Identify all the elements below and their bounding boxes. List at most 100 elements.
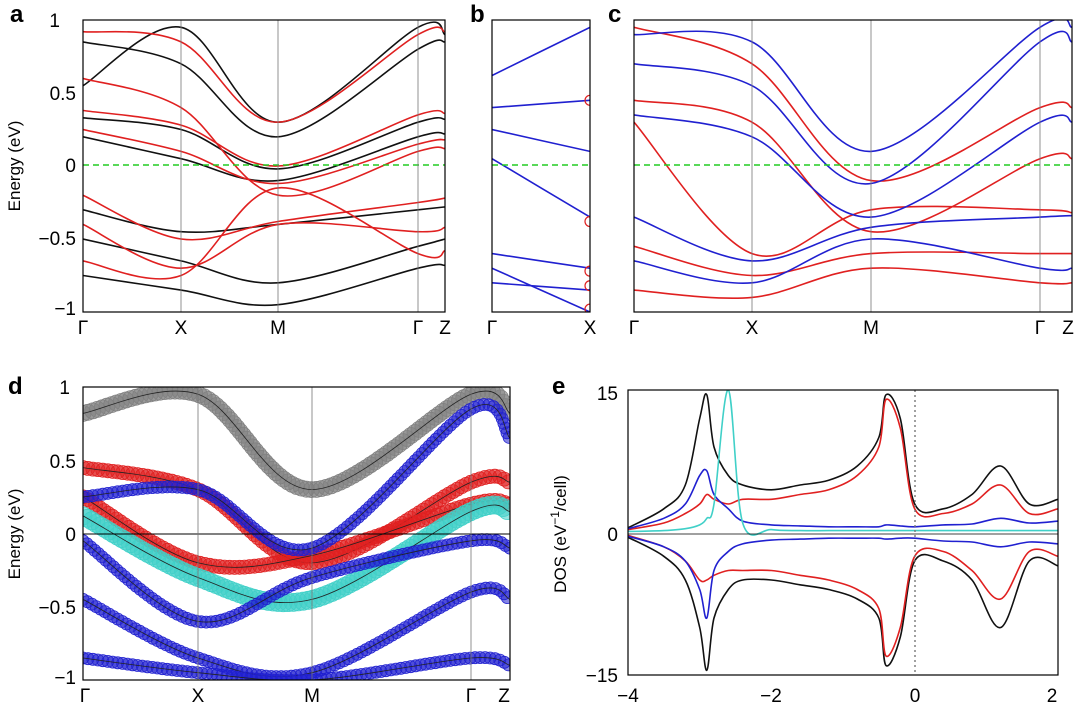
- band-line-c-blue-4: [634, 20, 1072, 153]
- ytick-e-0: 0: [607, 525, 618, 546]
- kpoint-c-gamma2: Γ: [1035, 318, 1045, 339]
- panel-c-curves: [634, 20, 1072, 299]
- xtick-e-2: 2: [1047, 686, 1058, 707]
- panel-label-c: c: [608, 1, 621, 28]
- fatband-point-blue-3-86: [502, 658, 510, 672]
- panel-a: 1 0.5 0 −0.5 −1 Energy (eV) Γ X M Γ Z: [5, 11, 451, 339]
- band-line-a-black-5: [83, 263, 445, 307]
- ytick-a-1: 1: [49, 11, 60, 32]
- band-line-c-red-2: [634, 121, 1072, 257]
- kpoint-d-x: X: [192, 686, 205, 707]
- kpoint-c-z: Z: [1062, 318, 1074, 339]
- panel-label-b: b: [470, 1, 485, 28]
- panel-e-dos-curves: [628, 390, 1058, 672]
- band-line-c-blue-1: [634, 114, 1072, 218]
- panel-b-curves: [492, 26, 590, 312]
- dos-curve-red_down: [628, 534, 1058, 658]
- panel-d-frame: [82, 386, 511, 681]
- kpoint-c-x: X: [746, 318, 759, 339]
- xtick-e-0: 0: [910, 686, 921, 707]
- band-line-b-blue-5: [492, 282, 590, 291]
- panel-d: 1 0.5 0 −0.5 −1 Energy (eV) Γ X M Γ Z: [5, 378, 511, 707]
- dos-curve-cyan: [628, 390, 1058, 536]
- ytick-a-neg1: −1: [54, 299, 76, 320]
- fatband-line-blue-3: [83, 657, 510, 680]
- dos-curve-blue_down: [628, 535, 1058, 619]
- panel-c: Γ X M Γ Z: [629, 19, 1074, 339]
- ytick-a-neg0.5: −0.5: [38, 229, 76, 250]
- band-line-a-black-6: [83, 21, 445, 124]
- band-line-b-blue-0: [492, 26, 590, 77]
- ytick-d-0: 0: [65, 525, 76, 546]
- panel-c-frame: [633, 19, 1073, 313]
- kpoint-a-x: X: [175, 318, 188, 339]
- band-line-c-red-1: [634, 99, 1072, 233]
- band-line-b-blue-1: [492, 99, 590, 109]
- band-marker-b-1: [584, 215, 590, 228]
- kpoint-a-gamma: Γ: [78, 318, 88, 339]
- dos-curve-black: [628, 393, 1058, 529]
- ylabel-d: Energy (eV): [5, 489, 24, 580]
- dos-curve-red: [628, 398, 1058, 531]
- dos-curve-black_down: [628, 536, 1058, 672]
- band-marker-b-3: [584, 280, 590, 292]
- panel-label-a: a: [10, 1, 24, 28]
- kpoint-d-m: M: [304, 686, 320, 707]
- panel-label-d: d: [8, 373, 23, 400]
- kpoint-a-m: M: [270, 318, 286, 339]
- band-line-a-black-1: [83, 131, 445, 182]
- band-line-c-blue-2: [634, 214, 1072, 262]
- panel-b-frame: [491, 19, 591, 313]
- band-line-b-blue-6: [492, 267, 590, 312]
- fatband-point-blue-2-93: [500, 591, 510, 604]
- ylabel-a: Energy (eV): [5, 121, 24, 212]
- band-line-a-red-6: [83, 77, 445, 197]
- kpoint-a-z: Z: [439, 318, 451, 339]
- band-line-a-red-5: [83, 187, 445, 280]
- band-marker-b-2: [584, 265, 590, 277]
- band-line-b-blue-3: [492, 158, 590, 218]
- band-marker-b-0: [584, 94, 590, 106]
- panel-d-fatbands: [83, 387, 510, 680]
- band-line-c-red-4: [634, 267, 1072, 299]
- band-line-c-red-0: [634, 26, 1072, 182]
- dos-curve-blue: [628, 468, 1058, 530]
- kpoint-d-z: Z: [498, 686, 510, 707]
- ylabel-e-tail: /cell): [551, 475, 570, 511]
- kpoint-b-x: X: [584, 318, 597, 339]
- ytick-d-neg1: −1: [54, 668, 76, 689]
- ytick-e-neg15: −15: [586, 666, 618, 687]
- ytick-e-15: 15: [597, 384, 618, 405]
- panel-e: 15 0 −15 DOS (eV−1/cell) −4 −2 0 2: [548, 384, 1059, 707]
- ylabel-e: DOS (eV−1/cell): [548, 475, 570, 593]
- ylabel-e-main: DOS (eV: [551, 524, 570, 593]
- xtick-e-neg2: −2: [760, 686, 782, 707]
- band-line-a-red-3: [83, 221, 445, 270]
- band-marker-b-4: [584, 303, 590, 312]
- ylabel-e-sup: −1: [548, 511, 562, 525]
- band-line-a-red-2: [83, 194, 445, 241]
- band-line-a-red-1: [83, 128, 445, 185]
- kpoint-d-gamma2: Γ: [466, 686, 476, 707]
- panel-label-e: e: [552, 373, 565, 400]
- band-line-b-blue-2: [492, 128, 590, 153]
- ytick-a-0: 0: [65, 156, 76, 177]
- panel-a-frame: [82, 19, 446, 313]
- kpoint-b-gamma: Γ: [487, 318, 497, 339]
- kpoint-a-gamma2: Γ: [413, 318, 423, 339]
- band-line-b-blue-4: [492, 252, 590, 269]
- band-line-c-blue-3: [634, 238, 1072, 284]
- panel-b: Γ X: [487, 19, 597, 339]
- ytick-d-0.5: 0.5: [50, 452, 76, 473]
- kpoint-d-gamma: Γ: [80, 686, 90, 707]
- ytick-a-0.5: 0.5: [50, 84, 76, 105]
- panel-a-curves: [83, 21, 445, 307]
- ytick-d-neg0.5: −0.5: [38, 598, 76, 619]
- fatband-point-blue-0-104: [502, 431, 510, 444]
- ytick-d-1: 1: [59, 378, 70, 399]
- kpoint-c-m: M: [863, 318, 879, 339]
- panel-e-frame: [627, 389, 1059, 676]
- kpoint-c-gamma: Γ: [629, 318, 639, 339]
- xtick-e-neg4: −4: [617, 686, 639, 707]
